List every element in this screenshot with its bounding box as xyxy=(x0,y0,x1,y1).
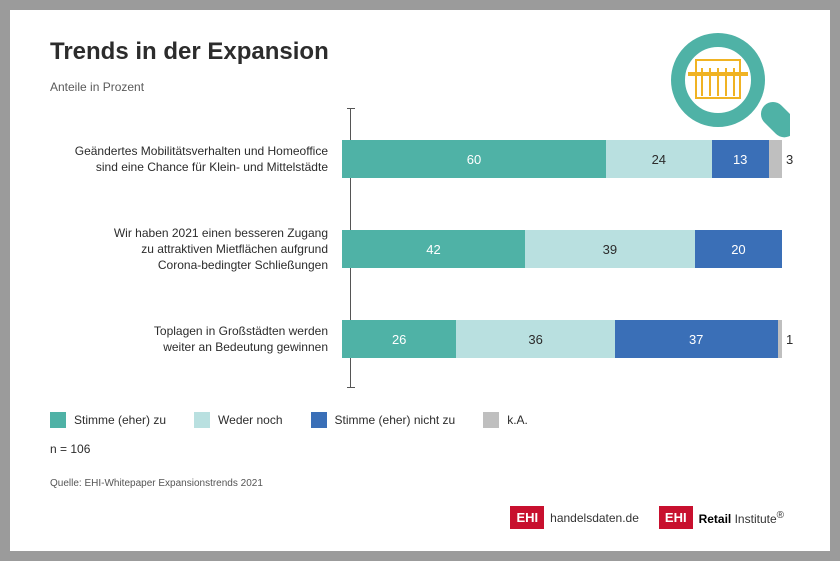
legend-swatch-icon xyxy=(311,412,327,428)
chart-area: Geändertes Mobilitätsverhalten und Homeo… xyxy=(50,108,790,388)
logo-retail-institute: EHI Retail Institute® xyxy=(659,506,790,529)
chart-card: Trends in der Expansion Anteile in Proze… xyxy=(10,10,830,551)
logo-handelsdaten: EHI handelsdaten.de xyxy=(510,506,644,529)
bar-segment-agree: 26 xyxy=(342,320,456,358)
bar-value: 3 xyxy=(786,152,793,167)
legend-swatch-icon xyxy=(194,412,210,428)
bar-segment-disagree: 13 xyxy=(712,140,769,178)
legend-label: k.A. xyxy=(507,413,528,427)
bar-segment-agree: 42 xyxy=(342,230,525,268)
bar-segment-disagree: 20 xyxy=(695,230,782,268)
stacked-bar: 6024133 xyxy=(342,140,782,178)
legend-swatch-icon xyxy=(483,412,499,428)
row-label: Wir haben 2021 einen besseren Zugangzu a… xyxy=(50,225,342,274)
row-label: Toplagen in Großstädten werdenweiter an … xyxy=(50,323,342,355)
bar-segment-neutral: 39 xyxy=(525,230,695,268)
bar-row: Geändertes Mobilitätsverhalten und Homeo… xyxy=(50,136,790,182)
stacked-bar: 2636371 xyxy=(342,320,782,358)
legend-label: Weder noch xyxy=(218,413,282,427)
legend-item-na: k.A. xyxy=(483,412,528,428)
legend-label: Stimme (eher) zu xyxy=(74,413,166,427)
bar-segment-neutral: 36 xyxy=(456,320,614,358)
bar-segment-neutral: 24 xyxy=(606,140,712,178)
legend-label: Stimme (eher) nicht zu xyxy=(335,413,456,427)
legend: Stimme (eher) zu Weder noch Stimme (eher) … xyxy=(50,412,790,428)
ehi-badge-icon: EHI xyxy=(510,506,544,529)
bar-segment-na: 3 xyxy=(769,140,782,178)
source-line: Quelle: EHI-Whitepaper Expansionstrends … xyxy=(50,478,790,489)
bar-segment-disagree: 37 xyxy=(615,320,778,358)
footer-logos: EHI handelsdaten.de EHI Retail Institute… xyxy=(510,506,790,529)
legend-item-neutral: Weder noch xyxy=(194,412,282,428)
bar-rows-container: Geändertes Mobilitätsverhalten und Homeo… xyxy=(50,108,790,388)
bar-segment-na: 1 xyxy=(778,320,782,358)
legend-item-disagree: Stimme (eher) nicht zu xyxy=(311,412,456,428)
logo-handelsdaten-text: handelsdaten.de xyxy=(544,511,645,525)
ehi-badge-icon: EHI xyxy=(659,506,693,529)
legend-swatch-icon xyxy=(50,412,66,428)
sample-size: n = 106 xyxy=(50,442,790,456)
bar-row: Wir haben 2021 einen besseren Zugangzu a… xyxy=(50,226,790,272)
bar-row: Toplagen in Großstädten werdenweiter an … xyxy=(50,316,790,362)
bar-value: 1 xyxy=(786,332,793,347)
bar-segment-agree: 60 xyxy=(342,140,606,178)
stacked-bar: 423920 xyxy=(342,230,782,268)
legend-item-agree: Stimme (eher) zu xyxy=(50,412,166,428)
row-label: Geändertes Mobilitätsverhalten und Homeo… xyxy=(50,143,342,175)
logo-retail-institute-text: Retail Institute® xyxy=(693,510,790,526)
